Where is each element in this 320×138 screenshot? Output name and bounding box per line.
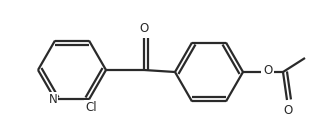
Text: O: O [284, 104, 292, 116]
Text: N: N [49, 93, 57, 106]
Text: O: O [263, 64, 273, 78]
Text: Cl: Cl [85, 101, 97, 114]
Text: O: O [140, 22, 148, 35]
